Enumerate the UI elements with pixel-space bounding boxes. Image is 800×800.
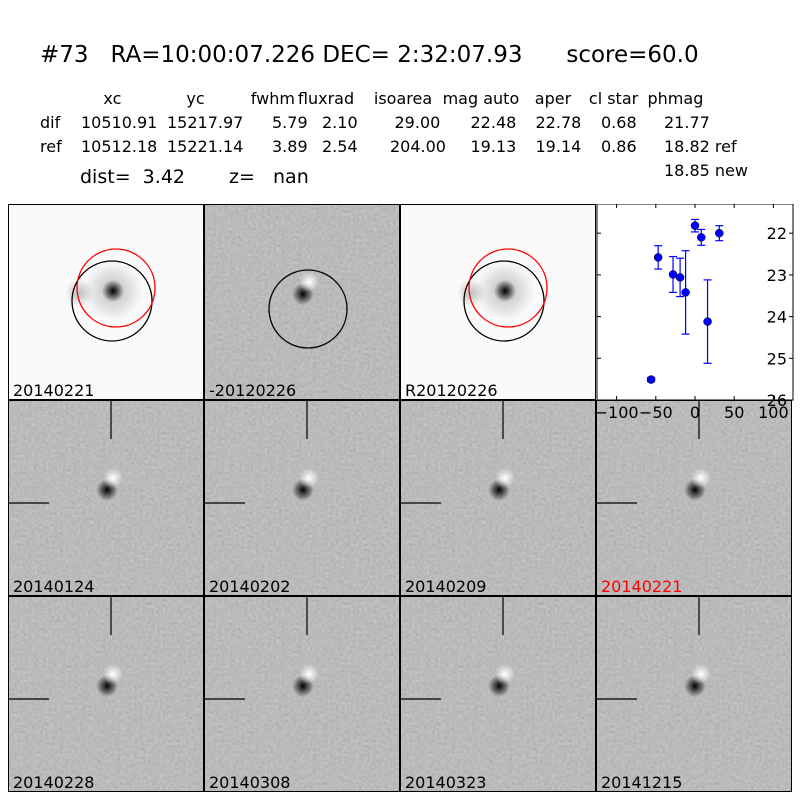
marker (681, 288, 690, 297)
table-cell: 0.68 (601, 113, 637, 132)
stamp-date-label: 20140202 (209, 577, 291, 596)
detection-circle (468, 248, 548, 328)
y-tick-label: 24 (767, 308, 787, 327)
column-header: fluxrad (297, 89, 355, 108)
plot-frame (596, 204, 794, 401)
data-point (703, 279, 712, 364)
marker (690, 221, 700, 230)
table-cell: 3.89 (272, 137, 308, 156)
column-header: cl star (588, 89, 639, 108)
data-point (653, 245, 663, 270)
y-tick-label: 25 (767, 349, 787, 368)
table-cell: 10510.91 (81, 113, 158, 132)
table-cell: 15217.97 (167, 113, 244, 132)
candidate-title: #73 RA=10:00:07.226 DEC= 2:32:07.93 scor… (40, 42, 699, 68)
table-cell: 2.54 (322, 137, 358, 156)
marker (646, 375, 656, 384)
stamp-date-label: 20140221 (601, 577, 683, 596)
stamp-date-label: 20140124 (13, 577, 95, 596)
data-point (646, 375, 656, 384)
x-tick-label: 100 (758, 403, 789, 422)
detection-circle (76, 248, 156, 328)
reference-circle (268, 269, 348, 349)
y-tick-label: 22 (767, 224, 787, 243)
image-stamp: 20140124 (8, 400, 204, 596)
data-point (681, 250, 690, 335)
table-cell: 18.82 ref (664, 137, 737, 156)
reference-circle (71, 260, 153, 342)
column-header: isoarea (373, 89, 433, 108)
stamp-date-label: 20140209 (405, 577, 487, 596)
table-cell: 19.14 (535, 137, 582, 156)
column-header: yc (186, 89, 205, 108)
image-stamp: 20140221 (596, 400, 792, 596)
data-point (668, 255, 678, 294)
marker (715, 228, 724, 238)
stamp-date-label: 20140228 (13, 773, 95, 792)
stamp-date-label: 20140323 (405, 773, 487, 792)
x-tick-label: −100 (596, 403, 639, 422)
x-tick-label: 50 (724, 403, 744, 422)
stamp-date-label: 20141215 (601, 773, 683, 792)
stamp-date-label: R20120226 (405, 381, 498, 400)
stamp-date-label: -20120226 (209, 381, 297, 400)
reference-circle (463, 260, 545, 342)
row-label: ref (40, 137, 62, 156)
marker (703, 317, 712, 326)
table-cell: 22.78 (535, 113, 582, 132)
y-tick-label: 26 (767, 391, 787, 410)
table-cell: 29.00 (394, 113, 441, 132)
stamp-date-label: 20140308 (209, 773, 291, 792)
column-header: mag auto (442, 89, 520, 108)
column-header: phmag (647, 89, 704, 108)
column-header: xc (103, 89, 122, 108)
image-stamp: 20141215 (596, 596, 792, 792)
table-cell: 22.48 (470, 113, 517, 132)
data-point (690, 218, 700, 233)
image-stamp: 20140221 (8, 204, 204, 400)
y-tick-label: 23 (767, 266, 787, 285)
data-point (697, 228, 706, 246)
z-value: z= nan (229, 166, 309, 188)
marker (697, 233, 706, 242)
table-cell: 19.13 (470, 137, 517, 156)
image-stamp: 20140209 (400, 400, 596, 596)
table-cell: 5.79 (272, 113, 308, 132)
data-point (675, 257, 685, 298)
table-cell: 0.86 (601, 137, 637, 156)
column-header: aper (534, 89, 572, 108)
marker (668, 270, 678, 279)
row-label: dif (40, 113, 61, 132)
light-curve-plot: −100 −50 0 50 100 22 23 24 25 26 (596, 204, 794, 422)
table-cell: 21.77 (664, 113, 710, 132)
table-cell: 2.10 (322, 113, 358, 132)
x-tick-label: 0 (690, 403, 700, 422)
dist-value: dist= 3.42 (80, 166, 185, 188)
marker (675, 273, 685, 282)
image-stamp: R20120226 (400, 204, 596, 400)
table-cell: 204.00 (390, 137, 446, 156)
data-point (715, 225, 724, 242)
image-stamp: -20120226 (204, 204, 400, 400)
image-stamp: 20140202 (204, 400, 400, 596)
image-stamp: 20140228 (8, 596, 204, 792)
table-cell: 15221.14 (167, 137, 244, 156)
table-cell: 10512.18 (81, 137, 158, 156)
stamp-date-label: 20140221 (13, 381, 95, 400)
phmag-new: 18.85 new (664, 161, 748, 180)
image-stamp: 20140308 (204, 596, 400, 792)
column-header: fwhm (250, 89, 295, 108)
x-tick-label: −50 (639, 403, 673, 422)
image-stamp: 20140323 (400, 596, 596, 792)
marker (653, 253, 663, 262)
